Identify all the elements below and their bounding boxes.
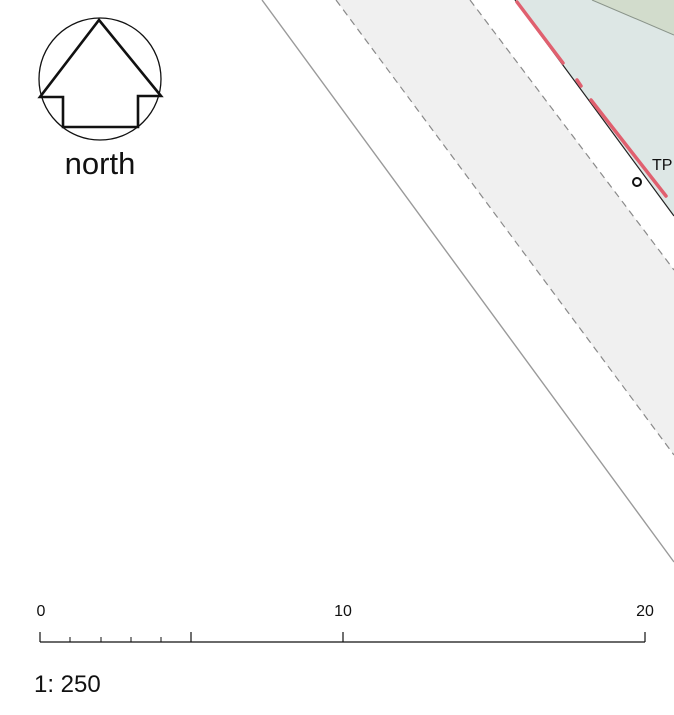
north-arrow-icon <box>37 17 164 141</box>
road-edge-line <box>261 0 674 563</box>
verge-band <box>336 0 674 715</box>
plot-inner-line <box>591 0 674 36</box>
survey-point-label: TP <box>652 157 672 174</box>
survey-point-marker <box>632 177 642 187</box>
dashed-line-outer <box>335 0 674 456</box>
north-label: north <box>65 146 136 181</box>
scale-tick-label-10: 10 <box>334 603 352 620</box>
boundary-highlight-2 <box>575 78 583 88</box>
scale-tick-label-20: 20 <box>636 603 654 620</box>
scale-tick-label-0: 0 <box>37 603 46 620</box>
boundary-highlight-1 <box>515 0 565 65</box>
scale-ratio-label: 1: 250 <box>34 671 101 698</box>
boundary-highlight-3 <box>589 98 668 198</box>
dashed-line-inner <box>469 0 674 271</box>
scale-bar <box>39 632 646 643</box>
